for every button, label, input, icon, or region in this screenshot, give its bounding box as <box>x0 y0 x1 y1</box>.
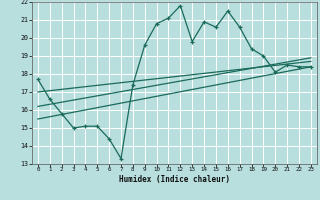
X-axis label: Humidex (Indice chaleur): Humidex (Indice chaleur) <box>119 175 230 184</box>
